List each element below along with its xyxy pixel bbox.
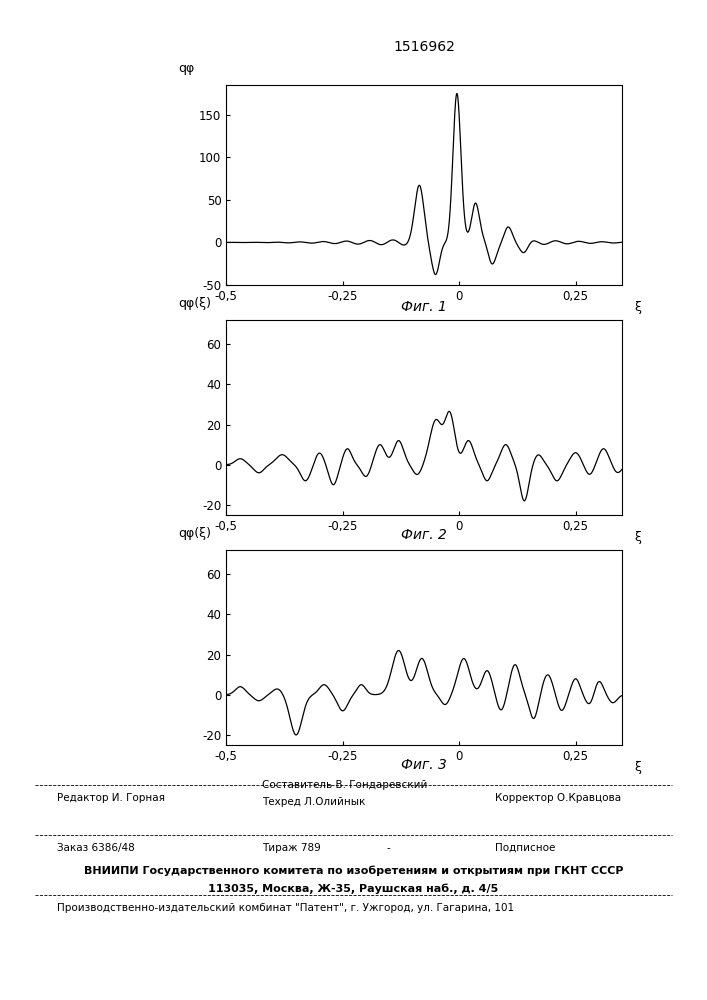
Text: ξ: ξ: [634, 301, 641, 314]
Text: Фиг. 3: Фиг. 3: [402, 758, 447, 772]
Text: 1516962: 1516962: [393, 40, 455, 54]
Text: Тираж 789: Тираж 789: [262, 843, 320, 853]
Text: qφ(ξ): qφ(ξ): [179, 527, 211, 540]
Text: 113035, Москва, Ж-35, Раушская наб., д. 4/5: 113035, Москва, Ж-35, Раушская наб., д. …: [209, 883, 498, 894]
Text: Корректор О.Кравцова: Корректор О.Кравцова: [495, 793, 621, 803]
Text: Заказ 6386/48: Заказ 6386/48: [57, 843, 134, 853]
Text: Фиг. 1: Фиг. 1: [402, 300, 447, 314]
Text: qφ(ξ): qφ(ξ): [179, 297, 211, 310]
Text: ВНИИПИ Государственного комитета по изобретениям и открытиям при ГКНТ СССР: ВНИИПИ Государственного комитета по изоб…: [83, 865, 624, 876]
Text: -: -: [387, 843, 391, 853]
Text: Фиг. 2: Фиг. 2: [402, 528, 447, 542]
Text: Редактор И. Горная: Редактор И. Горная: [57, 793, 165, 803]
Text: Производственно-издательский комбинат "Патент", г. Ужгород, ул. Гагарина, 101: Производственно-издательский комбинат "П…: [57, 903, 514, 913]
Text: Подписное: Подписное: [495, 843, 555, 853]
Text: ξ: ξ: [634, 531, 641, 544]
Text: qφ: qφ: [179, 62, 195, 75]
Text: Техред Л.Олийнык: Техред Л.Олийнык: [262, 797, 365, 807]
Text: ξ: ξ: [634, 761, 641, 774]
Text: Составитель В. Гондаревский: Составитель В. Гондаревский: [262, 780, 427, 790]
